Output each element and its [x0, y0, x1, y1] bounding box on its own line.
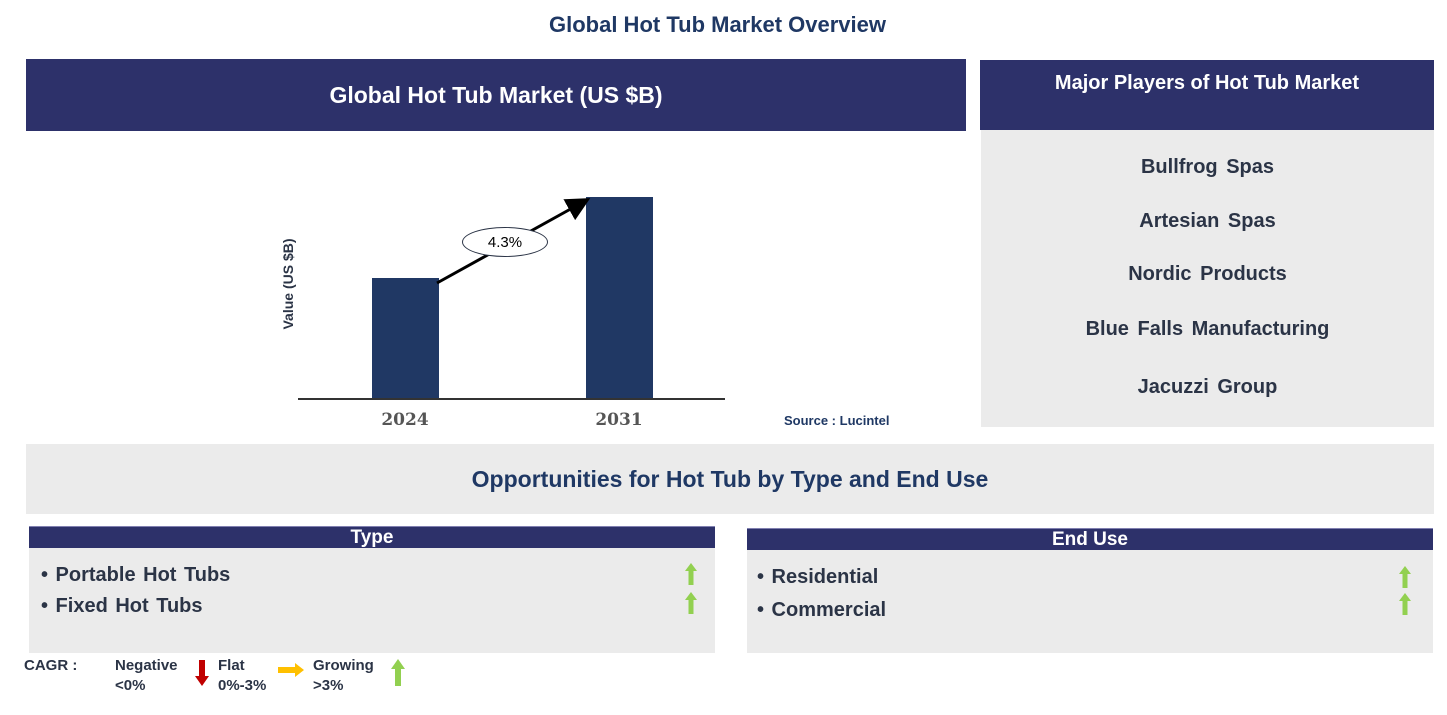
segment-header-end-use: End Use — [747, 528, 1433, 550]
x-tick-2031: 2031 — [595, 410, 643, 430]
bar-2031 — [586, 197, 653, 398]
player-item: Jacuzzi Group — [1137, 376, 1278, 398]
player-item: Nordic Products — [1128, 263, 1287, 285]
opportunities-title: Opportunities for Hot Tub by Type and En… — [26, 444, 1434, 514]
cagr-arrow-icon — [436, 198, 591, 285]
page-title: Global Hot Tub Market Overview — [549, 12, 886, 37]
segment-item: • Portable Hot Tubs — [41, 564, 231, 586]
segment-item: • Residential — [757, 566, 879, 588]
growing-arrow-icon — [1399, 593, 1411, 615]
right-arrow-icon — [278, 663, 304, 677]
player-item: Artesian Spas — [1139, 210, 1276, 232]
player-item: Blue Falls Manufacturing — [1085, 318, 1330, 340]
up-arrow-icon — [391, 659, 405, 686]
legend-growing: Growing >3% — [313, 656, 374, 696]
segment-body-end-use: • Residential • Commercial — [747, 550, 1433, 653]
cagr-bubble: 4.3% — [462, 227, 548, 257]
legend-negative-range: <0% — [115, 677, 146, 694]
player-item: Bullfrog Spas — [1140, 156, 1274, 178]
segment-body-type: • Portable Hot Tubs • Fixed Hot Tubs — [29, 548, 715, 653]
down-arrow-icon — [195, 660, 209, 686]
players-list: Bullfrog Spas Artesian Spas Nordic Produ… — [981, 130, 1434, 427]
growing-arrow-icon — [685, 592, 697, 614]
x-tick-2024: 2024 — [381, 410, 429, 430]
growing-arrow-icon — [685, 563, 697, 585]
x-axis-line — [298, 398, 725, 400]
legend-negative-name: Negative — [115, 657, 178, 674]
legend-negative: Negative <0% — [115, 656, 178, 696]
legend-flat: Flat 0%-3% — [218, 656, 266, 696]
legend-growing-range: >3% — [313, 677, 344, 694]
legend-flat-name: Flat — [218, 657, 245, 674]
segment-header-type: Type — [29, 526, 715, 548]
growing-arrow-icon — [1399, 566, 1411, 588]
bar-2024 — [372, 278, 439, 398]
legend-growing-name: Growing — [313, 657, 374, 674]
source-label: Source : Lucintel — [784, 413, 890, 428]
market-chart-header: Global Hot Tub Market (US $B) — [26, 59, 966, 131]
legend-flat-range: 0%-3% — [218, 677, 267, 694]
segment-item: • Fixed Hot Tubs — [41, 595, 203, 617]
players-header: Major Players of Hot Tub Market — [980, 60, 1434, 130]
segment-item: • Commercial — [757, 599, 887, 621]
market-bar-chart: Value (US $B) 2024 2031 4.3% Source : Lu… — [0, 0, 960, 440]
legend-label: CAGR : — [24, 657, 78, 674]
